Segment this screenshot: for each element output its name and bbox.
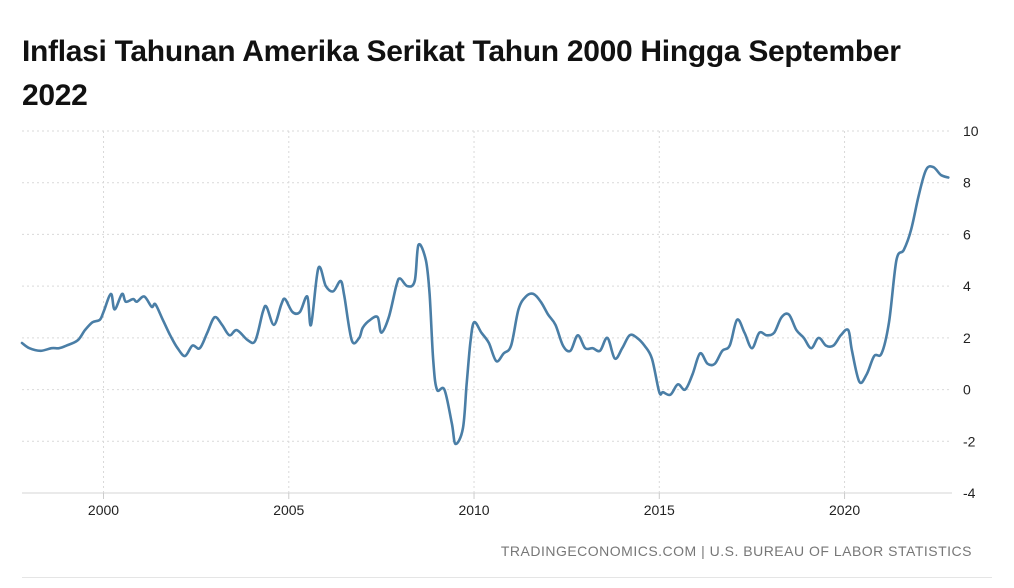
y-tick-label: 0 bbox=[963, 382, 971, 398]
vertical-gridlines bbox=[103, 131, 846, 493]
x-tick-label: 2020 bbox=[829, 502, 860, 518]
x-tick-label: 2000 bbox=[88, 502, 119, 518]
chart-title: Inflasi Tahunan Amerika Serikat Tahun 20… bbox=[22, 35, 901, 112]
y-tick-label: 2 bbox=[963, 330, 971, 346]
y-tick-label: 6 bbox=[963, 226, 971, 242]
y-tick-label: -2 bbox=[963, 433, 976, 449]
source-credit: TRADINGECONOMICS.COM | U.S. BUREAU OF LA… bbox=[500, 543, 972, 559]
y-tick-label: 8 bbox=[963, 175, 971, 191]
x-tick-label: 2015 bbox=[644, 502, 675, 518]
x-tick-label: 2010 bbox=[458, 502, 489, 518]
inflation-series-line bbox=[20, 165, 950, 446]
x-tick-marks bbox=[103, 493, 846, 499]
y-tick-label: 4 bbox=[963, 278, 971, 294]
x-tick-label: 2005 bbox=[273, 502, 304, 518]
y-tick-label: -4 bbox=[963, 485, 976, 501]
x-tick-labels: 2000 2005 2010 2015 2020 bbox=[88, 502, 860, 518]
y-tick-labels: 10 8 6 4 2 0 -2 -4 bbox=[963, 123, 979, 501]
footer-divider bbox=[22, 577, 992, 578]
y-tick-label: 10 bbox=[963, 123, 979, 139]
horizontal-gridlines bbox=[22, 130, 952, 442]
